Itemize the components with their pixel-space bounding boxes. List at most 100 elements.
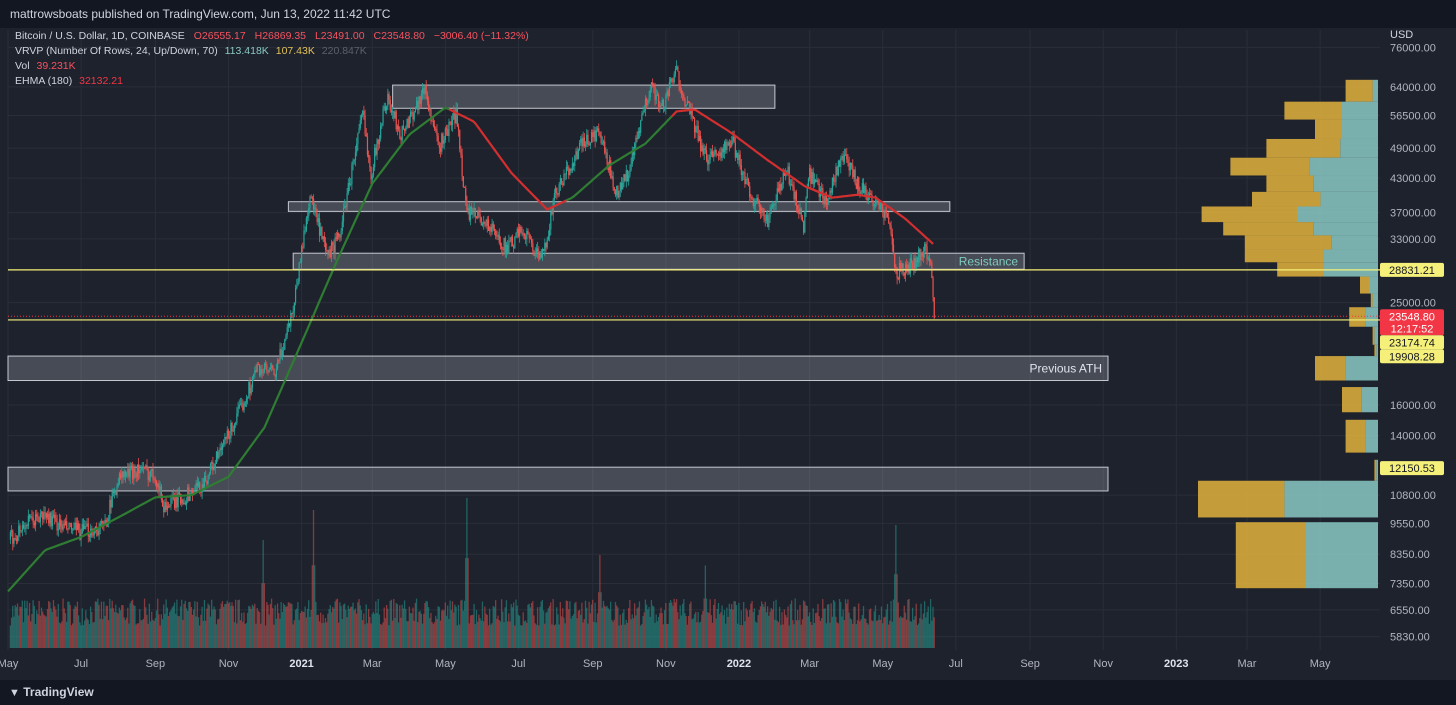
candle — [324, 237, 327, 256]
candle — [167, 501, 170, 509]
candle — [848, 156, 850, 177]
volume-bar — [104, 616, 106, 648]
volume-bar — [384, 618, 387, 648]
volume-bar — [605, 607, 607, 648]
volume-bar — [774, 619, 776, 648]
candle — [504, 236, 506, 258]
candle — [507, 240, 509, 256]
candle — [238, 399, 240, 410]
volume-bar — [240, 612, 243, 648]
time-axis[interactable]: May Jul Sep Nov 2021 Mar May Jul Sep Nov 2022 Mar Ma… — [0, 658, 1331, 670]
volume-bar — [741, 625, 744, 648]
volume-bar — [529, 607, 532, 648]
volume-bar — [378, 614, 381, 648]
volume-bar — [50, 608, 52, 648]
volume-bar — [477, 621, 479, 648]
legend-vrvp-label: VRVP (Number Of Rows, 24, Up/Down, 70) — [15, 45, 218, 57]
volume-bar — [245, 622, 248, 648]
volume-bar — [286, 606, 288, 648]
tradingview-logo[interactable]: ▼ TradingView — [9, 685, 94, 699]
volume-bar — [715, 618, 717, 648]
candle — [746, 172, 748, 185]
volume-bar — [30, 621, 32, 648]
volume-bar — [296, 608, 298, 648]
volume-bar — [70, 625, 73, 648]
candle — [20, 530, 22, 534]
candle — [637, 127, 639, 140]
volume-bar — [868, 609, 871, 648]
volume-bar — [68, 601, 70, 648]
candle — [818, 179, 820, 201]
candle — [368, 150, 370, 164]
candle — [271, 362, 273, 372]
volume-bar — [429, 618, 431, 648]
volume-bar — [644, 599, 647, 648]
candle — [599, 131, 601, 138]
volume-bar — [10, 617, 13, 648]
candle — [265, 359, 267, 370]
candle — [908, 262, 910, 275]
volume-bar — [673, 598, 675, 648]
price-axis[interactable]: USD76000.0064000.0056500.0049000.0043000… — [1390, 29, 1436, 644]
candle — [837, 159, 839, 177]
candle — [538, 246, 540, 262]
volume-bar — [521, 625, 523, 648]
candle — [425, 80, 427, 100]
volume-bar — [402, 608, 405, 648]
volume-bar — [74, 605, 76, 648]
volume-bar — [85, 610, 87, 648]
candle — [486, 216, 488, 233]
volume-bar — [171, 607, 173, 648]
volume-bar — [659, 613, 661, 648]
volume-bar — [293, 620, 295, 648]
volume-bar — [772, 601, 775, 648]
candle — [856, 176, 859, 196]
volume-bar — [290, 603, 292, 648]
volume-bar — [141, 620, 143, 648]
candle — [670, 77, 672, 88]
volume-bar — [546, 611, 548, 648]
candle — [346, 187, 348, 212]
candle — [620, 177, 623, 193]
candle — [148, 471, 150, 483]
candle — [26, 523, 28, 530]
volume-bar — [334, 601, 336, 648]
volume-bar — [690, 601, 692, 648]
legend-vol-row[interactable]: Vol 39.231K — [15, 60, 76, 72]
volume-bar — [534, 623, 536, 648]
legend-symbol-row[interactable]: Bitcoin / U.S. Dollar, 1D, COINBASE O265… — [15, 30, 529, 42]
volume-bar — [751, 600, 753, 648]
volume-bar — [593, 621, 595, 648]
footer-bar: ▼ TradingView — [0, 680, 1456, 705]
volume-bar — [238, 599, 240, 648]
volume-bar — [118, 607, 121, 648]
candle — [147, 466, 149, 487]
candle — [571, 157, 573, 174]
candle — [296, 278, 298, 290]
volume-bar — [888, 624, 890, 648]
volume-bar — [496, 618, 498, 648]
volume-bar — [898, 617, 901, 648]
candle — [364, 109, 366, 137]
volume-bar — [338, 622, 340, 648]
volume-bar — [662, 624, 665, 648]
candle — [745, 176, 747, 185]
x-tick-label: 2023 — [1164, 658, 1188, 670]
volume-bar — [31, 613, 33, 648]
candle — [921, 251, 923, 262]
candle — [717, 151, 720, 161]
candle — [707, 154, 709, 171]
volume-bar — [829, 622, 831, 648]
volume-bar — [148, 603, 150, 648]
candle — [588, 141, 590, 146]
candle — [794, 190, 796, 206]
legend-vrvp-row[interactable]: VRVP (Number Of Rows, 24, Up/Down, 70) 1… — [15, 45, 367, 57]
candle — [776, 181, 778, 203]
volume-bar — [683, 599, 685, 648]
volume-bar — [161, 619, 164, 648]
legend-ehma-row[interactable]: EHMA (180) 32132.21 — [15, 75, 123, 87]
volume-bar — [285, 606, 287, 648]
candle — [897, 276, 899, 281]
